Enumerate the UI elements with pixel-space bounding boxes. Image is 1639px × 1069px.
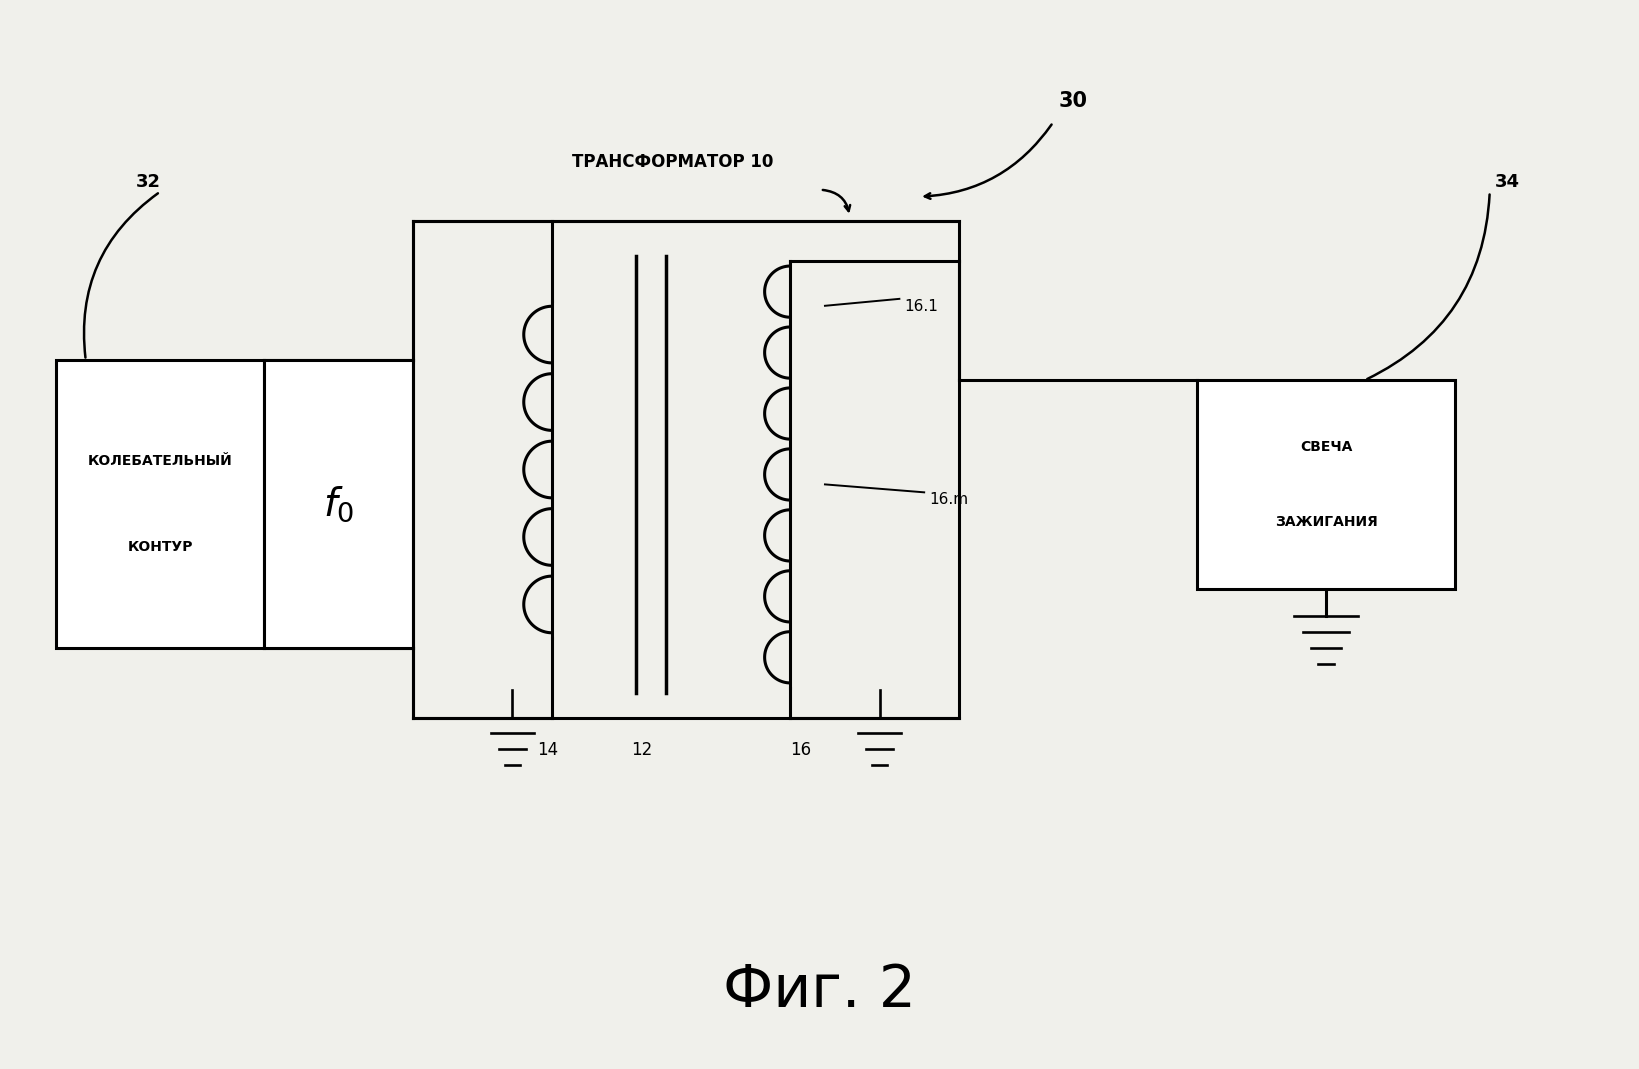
Text: ТРАНСФОРМАТОР 10: ТРАНСФОРМАТОР 10 xyxy=(572,153,774,171)
Text: КОНТУР: КОНТУР xyxy=(128,541,193,555)
Text: 12: 12 xyxy=(631,741,652,759)
Text: 16.1: 16.1 xyxy=(903,298,938,314)
Text: 30: 30 xyxy=(1057,91,1087,111)
Text: 16: 16 xyxy=(790,741,811,759)
Bar xyxy=(413,221,959,717)
Bar xyxy=(264,360,413,648)
Text: $f_0$: $f_0$ xyxy=(323,484,354,524)
Text: 34: 34 xyxy=(1493,173,1519,190)
Text: КОЛЕБАТЕЛЬНЫЙ: КОЛЕБАТЕЛЬНЫЙ xyxy=(89,454,233,468)
Bar xyxy=(1196,381,1454,589)
Text: СВЕЧА: СВЕЧА xyxy=(1300,439,1352,454)
Text: 16.m: 16.m xyxy=(929,492,967,507)
Text: 32: 32 xyxy=(136,173,161,190)
Text: ЗАЖИГАНИЯ: ЗАЖИГАНИЯ xyxy=(1274,515,1377,529)
Text: Фиг. 2: Фиг. 2 xyxy=(723,962,916,1019)
Bar xyxy=(56,360,264,648)
Text: 14: 14 xyxy=(538,741,557,759)
